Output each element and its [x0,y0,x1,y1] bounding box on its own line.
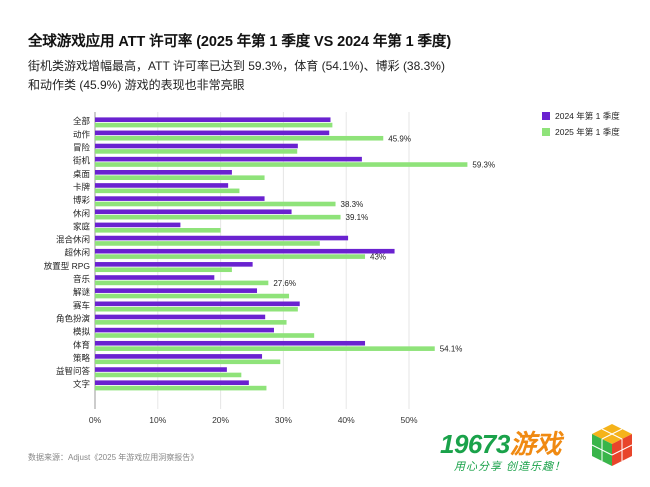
bar-2024 [95,275,215,280]
bar-2025 [95,385,267,391]
category-label: 全部 [73,116,91,126]
data-label: 38.3% [341,200,364,209]
bar-2025 [95,228,221,233]
bar-2025 [95,175,265,180]
x-tick-label: 30% [275,415,292,425]
bar-2024 [95,340,366,346]
legend-item-2025: 2025 年第 1 季度 [542,124,620,140]
category-label: 超休闲 [64,248,90,258]
bar-2025 [95,306,298,312]
bar-2025 [95,188,240,194]
legend-swatch-2025 [542,128,550,136]
category-label: 家庭 [73,221,91,231]
bar-2024 [95,327,274,333]
bar-2024 [95,248,395,254]
logo-slogan: 用心分享 创造乐趣！ [454,461,567,473]
data-label: 27.6% [273,279,296,288]
logo-cn: 游戏 [509,429,562,459]
bar-2025 [95,320,287,325]
bar-2024 [95,156,362,162]
data-label: 54.1% [440,345,463,354]
bar-2025 [95,293,290,299]
bar-2024 [95,380,249,385]
cube-logo-icon [591,424,633,466]
category-label: 体育 [73,340,90,350]
chart-title: 全球游戏应用 ATT 许可率 (2025 年第 1 季度 VS 2024 年第 … [28,34,452,50]
category-label: 文字 [73,379,90,389]
bar-2024 [95,354,263,359]
data-source: 数据来源：Adjust《2025 年游戏应用洞察报告》 [28,453,199,462]
x-tick-label: 0% [89,415,102,425]
data-label: 39.1% [346,213,369,222]
category-label: 赛车 [73,300,90,310]
bar-2025 [95,346,435,351]
x-tick-label: 40% [338,415,355,425]
bar-2025 [95,280,269,286]
category-label: 益智问答 [56,366,91,376]
bar-2025 [95,122,333,128]
bar-2024 [95,222,181,228]
bar-2024 [95,209,292,215]
bar-2024 [95,130,330,136]
legend-item-2024: 2024 年第 1 季度 [542,108,620,124]
data-label: 43% [370,253,386,262]
bar-2024 [95,367,227,372]
bar-2025 [95,359,281,365]
category-label: 策略 [73,353,91,363]
bar-2024 [95,196,265,201]
bar-2024 [95,143,298,149]
legend: 2024 年第 1 季度 2025 年第 1 季度 [542,108,620,140]
category-label: 解谜 [73,287,91,297]
bar-2025 [95,135,384,141]
x-tick-label: 50% [400,415,417,425]
bar-2025 [95,372,242,378]
category-label: 博彩 [73,195,91,205]
bar-2024 [95,314,266,320]
category-label: 音乐 [73,274,91,284]
bar-2024 [95,288,258,293]
data-label: 59.3% [472,161,495,170]
category-label: 动作 [73,129,91,139]
category-label: 冒险 [73,143,91,153]
category-label: 卡牌 [73,182,91,192]
bar-2024 [95,301,300,307]
category-label: 桌面 [73,169,91,179]
bar-2025 [95,267,232,273]
logo-text: 19673游戏 [440,424,561,461]
data-label: 45.9% [388,134,411,143]
bar-2025 [95,333,315,338]
bar-2024 [95,117,331,122]
category-label: 休闲 [73,208,90,218]
category-label: 模拟 [73,327,91,337]
bar-2025 [95,162,468,167]
bar-2024 [95,262,253,267]
category-label: 放置型 RPG [44,261,90,271]
legend-label-2025: 2025 年第 1 季度 [555,127,620,137]
chart-subtitle: 街机类游戏增幅最高，ATT 许可率已达到 59.3%，体育 (54.1%)、博彩… [28,59,445,92]
bar-2024 [95,170,232,175]
logo-number: 19673 [440,429,510,459]
bar-2024 [95,235,349,241]
bar-2025 [95,241,320,246]
category-label: 混合休闲 [56,235,90,245]
legend-swatch-2024 [542,112,550,120]
x-tick-label: 20% [212,415,229,425]
bar-2024 [95,183,229,188]
x-tick-label: 10% [149,415,166,425]
site-logo: 19673游戏 用心分享 创造乐趣！ [440,420,640,475]
bar-2025 [95,254,366,259]
category-label: 街机 [73,156,91,166]
bar-2025 [95,149,298,154]
bar-2025 [95,201,336,207]
bar-2025 [95,214,341,220]
category-label: 角色扮演 [56,313,91,323]
legend-label-2024: 2024 年第 1 季度 [555,111,620,121]
